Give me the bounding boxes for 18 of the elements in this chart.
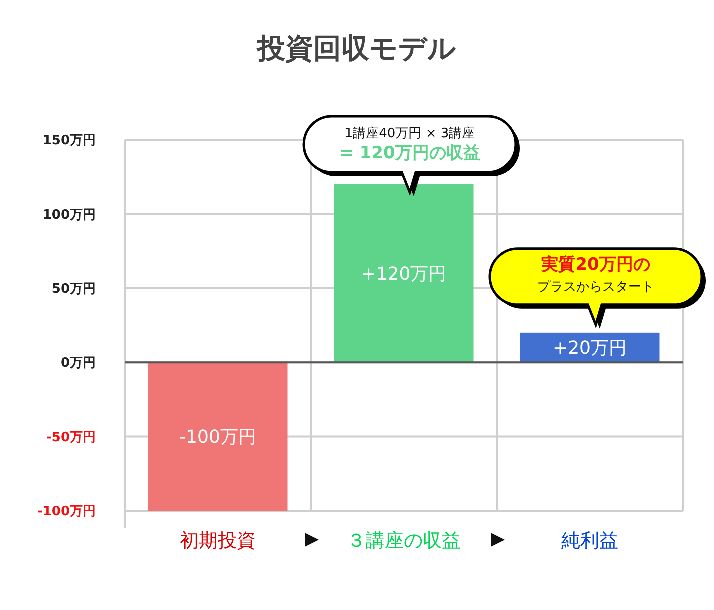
y-tick-label: 0万円 <box>60 356 96 372</box>
x-tick-label: 純利益 <box>562 530 618 552</box>
bar <box>148 362 288 511</box>
y-tick-label: 150万円 <box>42 134 96 149</box>
data-label: +20万円 <box>553 338 627 360</box>
annotation: プラスからスタート <box>538 280 654 295</box>
data-label: -100万円 <box>180 427 256 448</box>
chart-title: 投資回収モデル <box>256 32 456 65</box>
annotation: = 120万円の収益 <box>340 144 480 164</box>
y-tick-label: -50万円 <box>46 430 96 446</box>
x-tick-label: ３講座の収益 <box>347 530 461 552</box>
data-label: +120万円 <box>361 264 447 285</box>
y-tick-label: 100万円 <box>42 208 96 223</box>
y-tick-label: 50万円 <box>52 282 96 297</box>
annotation: 1講座40万円 × 3講座 <box>344 126 476 142</box>
y-tick-label: -100万円 <box>37 504 96 520</box>
x-tick-label: 初期投資 <box>180 530 256 552</box>
annotation: 実質20万円の <box>540 254 650 275</box>
